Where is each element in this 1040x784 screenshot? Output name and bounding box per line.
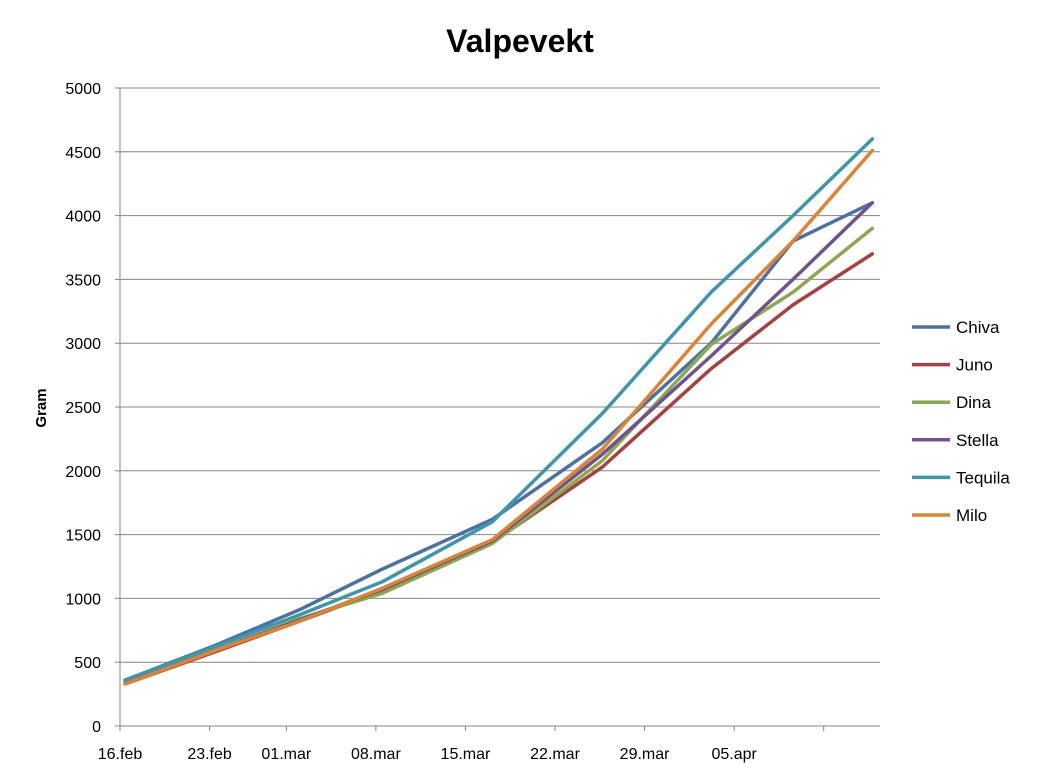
y-tick-label: 4000 bbox=[65, 209, 101, 226]
y-tick-label: 500 bbox=[74, 655, 101, 672]
series-line-tequila bbox=[123, 137, 875, 682]
x-tick-label: 29.mar bbox=[620, 746, 670, 763]
series-line-dina bbox=[123, 226, 875, 685]
legend-label: Stella bbox=[956, 431, 999, 450]
x-tick-label: 23.feb bbox=[187, 746, 232, 763]
y-tick-label: 1500 bbox=[65, 528, 101, 545]
y-tick-label: 5000 bbox=[65, 81, 101, 98]
y-tick-label: 2500 bbox=[65, 400, 101, 417]
x-tick-label: 15.mar bbox=[441, 746, 491, 763]
legend-label: Dina bbox=[956, 393, 992, 412]
legend-label: Milo bbox=[956, 506, 987, 525]
chart-title: Valpevekt bbox=[446, 23, 594, 59]
legend-label: Juno bbox=[956, 356, 993, 375]
y-tick-label: 1000 bbox=[65, 591, 101, 608]
y-tick-label: 3500 bbox=[65, 272, 101, 289]
x-tick-label: 16.feb bbox=[98, 746, 143, 763]
legend-label: Tequila bbox=[956, 468, 1010, 487]
series-line-juno bbox=[123, 252, 875, 686]
x-tick-label: 08.mar bbox=[351, 746, 401, 763]
y-tick-label: 2000 bbox=[65, 464, 101, 481]
x-tick-label: 05.apr bbox=[711, 746, 757, 763]
y-tick-label: 4500 bbox=[65, 145, 101, 162]
y-tick-label: 3000 bbox=[65, 336, 101, 353]
y-tick-label: 0 bbox=[92, 719, 101, 736]
legend-label: Chiva bbox=[956, 318, 1000, 337]
series-line-milo bbox=[123, 148, 875, 686]
y-axis-label: Gram bbox=[33, 388, 50, 427]
series-line-chiva bbox=[123, 201, 875, 682]
x-tick-label: 22.mar bbox=[530, 746, 580, 763]
x-tick-label: 01.mar bbox=[261, 746, 311, 763]
